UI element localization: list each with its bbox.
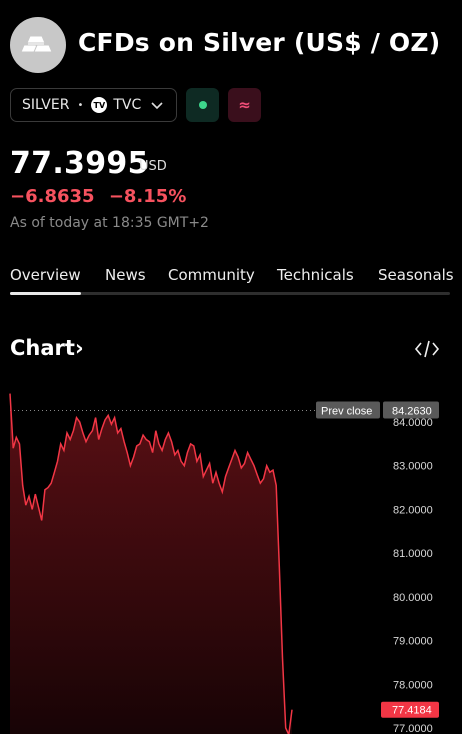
last-price: 77.3995 [10, 146, 149, 181]
tv-logo-icon: TV [91, 97, 108, 113]
tab-overview[interactable]: Overview [10, 266, 81, 284]
quote-timestamp: As of today at 18:35 GMT+2 [10, 215, 209, 231]
extended-hours-icon: ≈ [238, 96, 251, 114]
chart-section-title: Chart [10, 336, 75, 360]
chart-section-link[interactable]: Chart› [10, 336, 84, 360]
prev-close-badge [316, 401, 380, 419]
separator: • [77, 99, 84, 111]
last-price-badge [381, 701, 439, 718]
tab-news[interactable]: News [105, 266, 146, 284]
last-price-axis-label: 77.4184 [392, 705, 432, 717]
symbol-selector[interactable]: SILVER • TV TVC [10, 88, 177, 122]
y-tick-label: 84.0000 [393, 417, 433, 429]
prev-close-label: Prev close [321, 406, 372, 418]
price-area-fill [10, 393, 292, 734]
y-tick-label: 78.0000 [393, 679, 433, 691]
price-chart[interactable]: 84.0000 83.0000 82.0000 81.0000 80.0000 79.00… [0, 392, 462, 734]
y-tick-label: 79.0000 [393, 636, 433, 648]
silver-bars-icon [10, 17, 66, 73]
y-axis: 84.0000 83.0000 82.0000 81.0000 80.0000 79.00… [393, 417, 433, 734]
market-open-dot-icon [198, 101, 207, 109]
page-header [10, 17, 66, 73]
chevron-right-icon: › [74, 336, 84, 360]
tab-seasonals[interactable]: Seasonals [378, 266, 454, 284]
y-tick-label: 77.0000 [393, 723, 433, 734]
y-tick-label: 80.0000 [393, 592, 433, 604]
page-title: CFDs on Silver (US$ / OZ) [78, 28, 441, 57]
prev-close-label-group: Prev close 84.2630 [316, 401, 439, 419]
change-percent: −8.15% [108, 186, 187, 207]
y-tick-label: 83.0000 [393, 461, 433, 473]
prev-close-value-badge [383, 401, 439, 419]
change-value: −6.8635 [10, 186, 95, 207]
chevron-down-icon [151, 102, 163, 110]
tab-track [10, 292, 450, 295]
code-embed-icon[interactable] [414, 338, 440, 360]
symbol-ticker: SILVER [22, 97, 70, 113]
market-open-button[interactable] [186, 88, 219, 122]
tab-technicals[interactable]: Technicals [277, 266, 354, 284]
y-tick-label: 81.0000 [393, 548, 433, 560]
price-change: −6.8635 −8.15% [10, 186, 186, 207]
extended-hours-button[interactable]: ≈ [228, 88, 261, 122]
tab-active-indicator [10, 292, 81, 295]
tab-community[interactable]: Community [168, 266, 255, 284]
price-currency: USD [139, 159, 167, 174]
symbol-exchange: TVC [113, 97, 142, 113]
price-line [9, 393, 293, 734]
prev-close-value: 84.2630 [392, 406, 432, 418]
y-tick-label: 82.0000 [393, 504, 433, 516]
last-price-label-group: 77.4184 [381, 701, 439, 718]
